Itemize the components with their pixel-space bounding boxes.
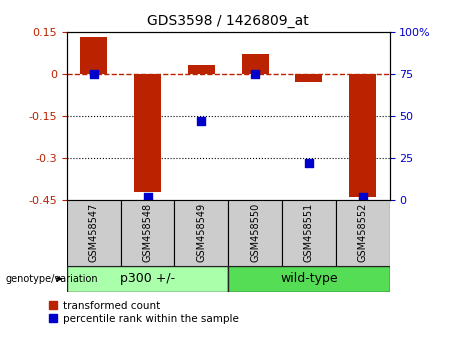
Bar — [349, 74, 376, 197]
Point — [144, 194, 151, 200]
Text: GSM458550: GSM458550 — [250, 203, 260, 262]
Text: GSM458548: GSM458548 — [142, 203, 153, 262]
Bar — [228, 266, 390, 292]
Text: GSM458549: GSM458549 — [196, 203, 207, 262]
Point — [90, 71, 97, 77]
Bar — [228, 200, 282, 266]
Text: genotype/variation: genotype/variation — [6, 274, 98, 284]
Bar — [67, 266, 228, 292]
Point — [251, 71, 259, 77]
Bar — [174, 200, 228, 266]
Text: GSM458551: GSM458551 — [304, 203, 314, 262]
Point — [359, 194, 366, 200]
Bar — [67, 200, 121, 266]
Bar — [296, 74, 322, 82]
Bar — [121, 200, 174, 266]
Bar — [336, 200, 390, 266]
Point — [305, 160, 313, 166]
Bar — [282, 200, 336, 266]
Point — [198, 118, 205, 124]
Bar — [188, 65, 215, 74]
Bar — [242, 54, 268, 74]
Text: p300 +/-: p300 +/- — [120, 272, 175, 285]
Bar — [80, 38, 107, 74]
Legend: transformed count, percentile rank within the sample: transformed count, percentile rank withi… — [49, 301, 238, 324]
Bar — [134, 74, 161, 192]
Text: wild-type: wild-type — [280, 272, 337, 285]
Text: GSM458552: GSM458552 — [358, 203, 368, 262]
Text: GSM458547: GSM458547 — [89, 203, 99, 262]
Title: GDS3598 / 1426809_at: GDS3598 / 1426809_at — [148, 14, 309, 28]
